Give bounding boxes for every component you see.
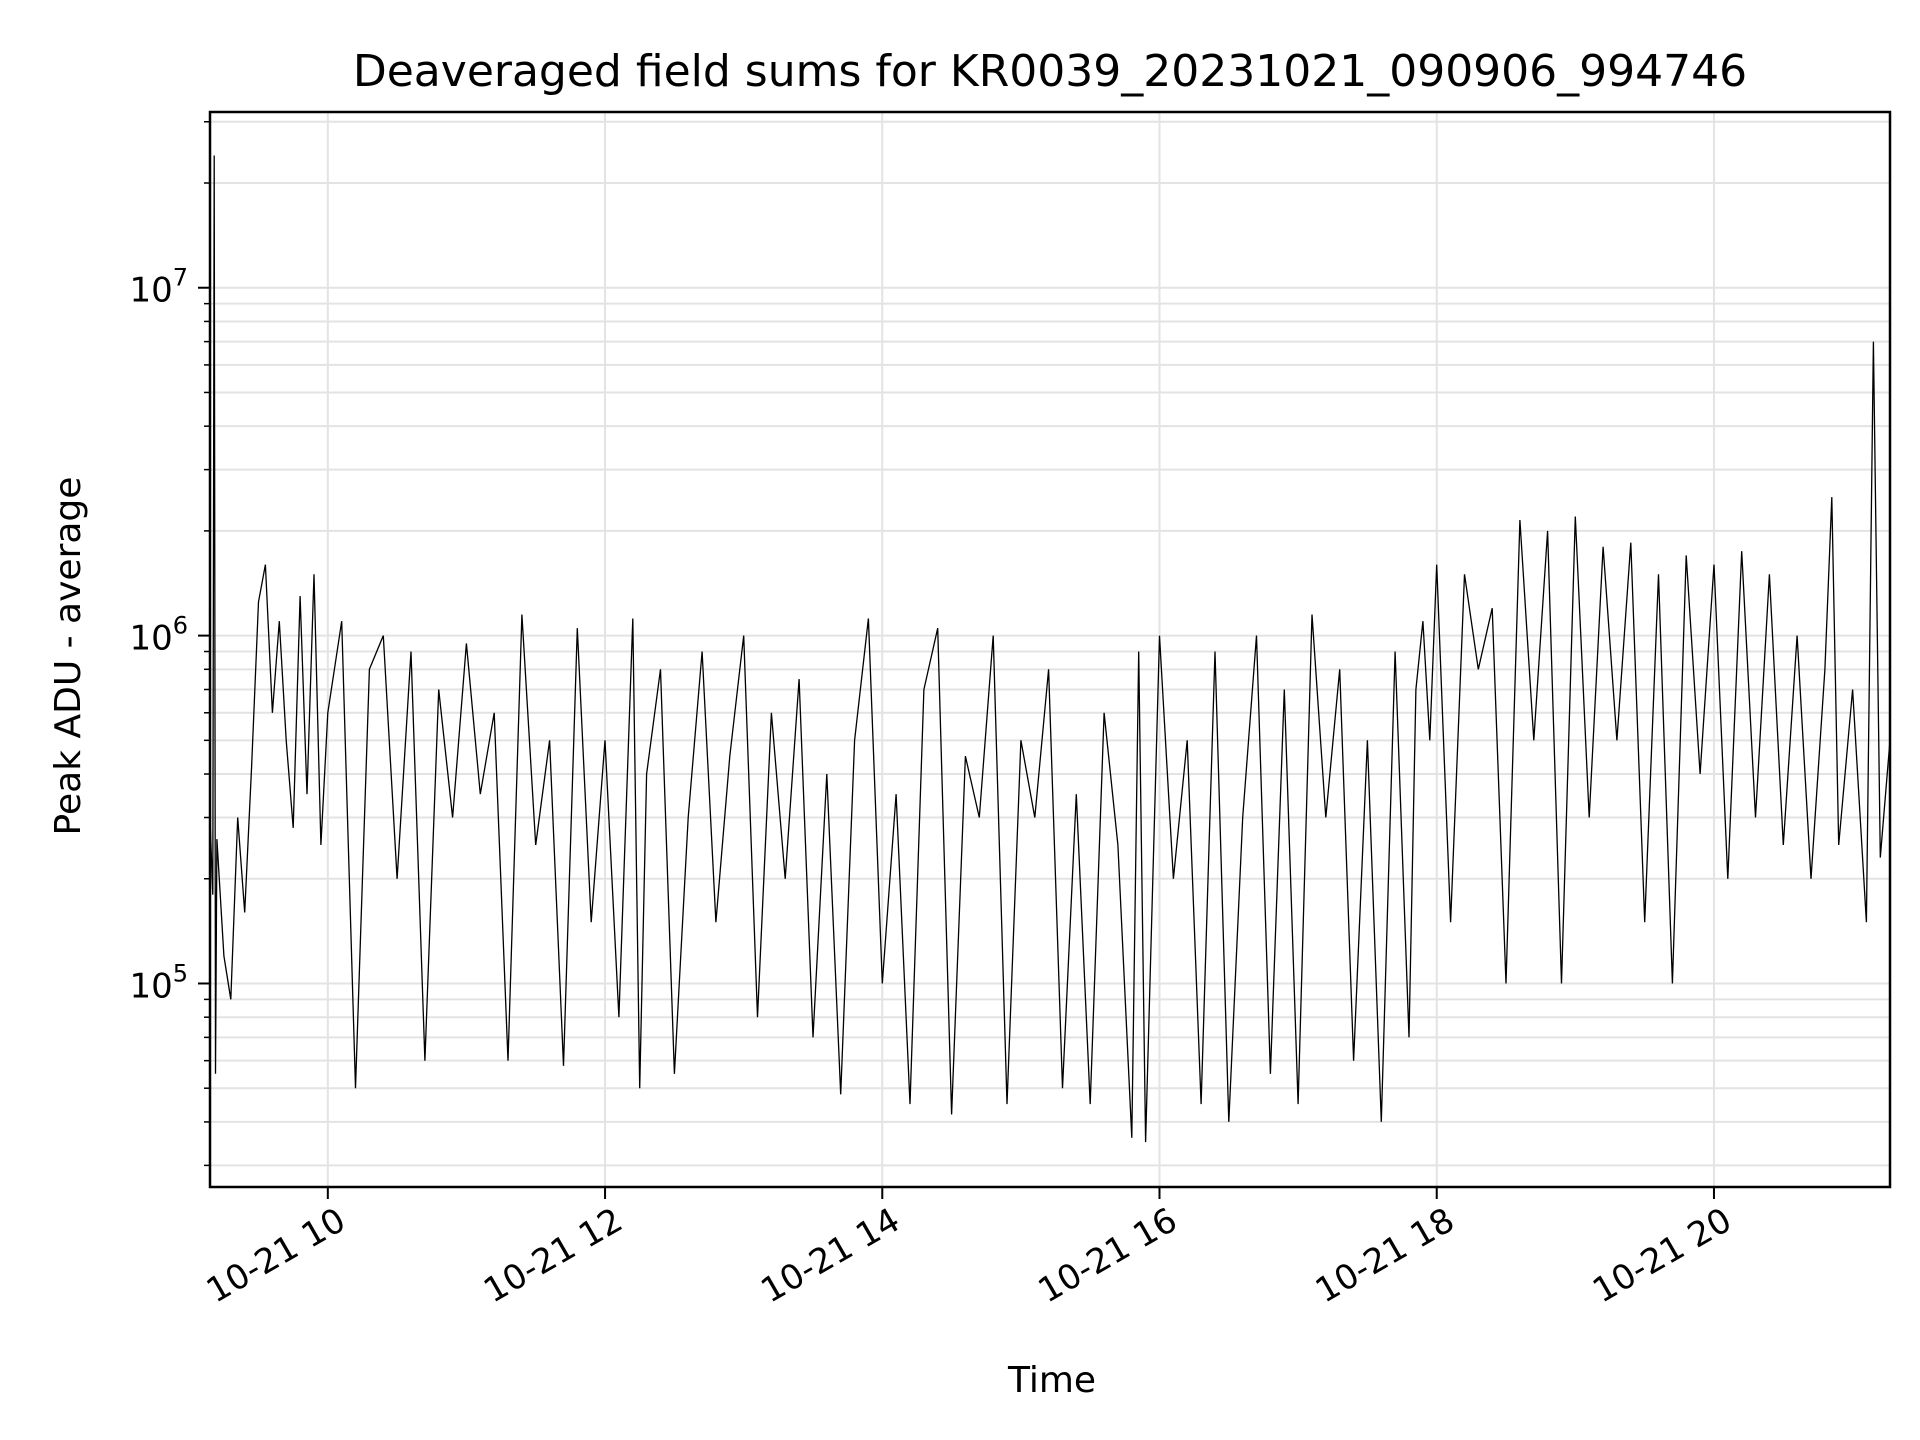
y-axis-label: Peak ADU - average xyxy=(48,477,89,836)
x-axis-label: Time xyxy=(1007,1360,1096,1401)
series-line xyxy=(209,155,1891,1143)
y-tick-label: 107 xyxy=(129,264,188,311)
y-tick-label: 105 xyxy=(129,959,188,1006)
chart-title: Deaveraged field sums for KR0039_2023102… xyxy=(353,46,1747,97)
y-tick-label: 106 xyxy=(129,612,188,659)
plot-frame xyxy=(208,110,1892,1189)
